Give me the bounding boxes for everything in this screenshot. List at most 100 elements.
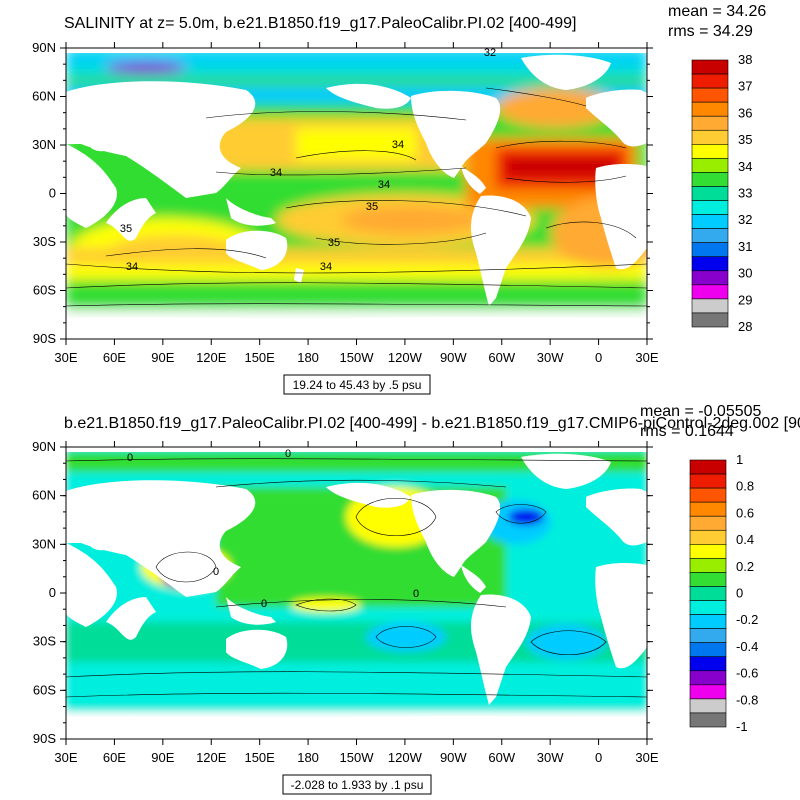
colorbar-label: 29 [738, 292, 752, 307]
y-tick-label: 90N [32, 40, 56, 55]
colorbar-box [689, 572, 727, 587]
x-tick-label: 120W [388, 750, 423, 765]
colorbar-box [689, 473, 727, 489]
panel1-axes: 30E 60E 90E 120E 150E 180 150W 120W 90W 60W 30W 0 30… [32, 40, 659, 365]
panel2-map: 0 0 0 0 0 [66, 447, 647, 739]
panel2-contour-labels: 0 0 0 0 0 [127, 448, 419, 610]
contour-label: 0 [127, 452, 133, 464]
colorbar-label: 38 [738, 52, 752, 67]
colorbar-box [689, 586, 727, 601]
panel1-contour-labels: 32 34 34 34 35 35 35 34 34 [120, 47, 496, 273]
colorbar-label: -0.2 [736, 612, 758, 627]
panel2-range-box [282, 774, 432, 795]
y-tick-label: 90N [32, 439, 56, 454]
colorbar-box [691, 242, 729, 258]
x-tick-label: 150E [244, 350, 275, 365]
contour-label: 0 [285, 448, 291, 460]
panel1-land-mask [66, 48, 647, 339]
panel2-rms: rms = 0.1644 [640, 423, 734, 440]
panel2-mean: mean = -0.05505 [640, 403, 762, 420]
contour-label: 0 [261, 598, 267, 610]
contour-label: 34 [126, 261, 138, 273]
x-tick-label: 120E [196, 750, 227, 765]
colorbar-box [689, 558, 727, 573]
x-tick-label: 90W [440, 350, 467, 365]
difference-panel: b.e21.B1850.f19_g17.PaleoCalibr.PI.02 [4… [32, 403, 800, 795]
panel2-title: b.e21.B1850.f19_g17.PaleoCalibr.PI.02 [4… [64, 415, 800, 432]
colorbar-label: 37 [738, 79, 752, 94]
panel2-colorbar: 1 0.8 0.6 0.4 0.2 0 -0.2 -0.4 -0.6 -0.8 -1 [689, 452, 758, 734]
colorbar-box [689, 628, 727, 643]
x-tick-label: 150W [340, 750, 375, 765]
x-tick-label: 30E [54, 350, 77, 365]
colorbar-box [691, 59, 729, 75]
contour-label: 0 [413, 588, 419, 600]
y-tick-label: 90S [33, 731, 56, 746]
panel1-range-box [283, 374, 431, 395]
contour-label: 35 [366, 201, 378, 213]
colorbar-box [691, 87, 729, 103]
x-tick-label: 0 [595, 350, 602, 365]
x-tick-label: 180 [297, 750, 319, 765]
contour-label: 32 [484, 47, 496, 59]
colorbar-box [689, 642, 727, 658]
y-tick-label: 30N [32, 536, 56, 551]
panel2-range-note: -2.028 to 1.933 by .1 psu [291, 778, 424, 792]
x-tick-label: 60E [103, 350, 126, 365]
colorbar-label: 36 [738, 105, 752, 120]
colorbar-box [689, 684, 727, 700]
colorbar-box [689, 670, 727, 686]
x-tick-label: 90E [151, 350, 174, 365]
x-tick-label: 150E [244, 750, 275, 765]
panel1-mean: mean = 34.26 [668, 3, 766, 20]
x-tick-label: 30E [54, 750, 77, 765]
contour-label: 34 [270, 167, 282, 179]
colorbar-label: 0.8 [736, 479, 754, 494]
x-tick-label: 60E [103, 750, 126, 765]
x-tick-label: 30W [537, 750, 564, 765]
colorbar-box [689, 698, 727, 714]
colorbar-box [689, 459, 727, 475]
x-tick-label: 90E [151, 750, 174, 765]
colorbar-box [691, 73, 729, 89]
colorbar-box [691, 172, 729, 187]
colorbar-box [691, 312, 729, 328]
colorbar-box [691, 101, 729, 117]
y-tick-label: 90S [33, 331, 56, 346]
colorbar-box [691, 200, 729, 215]
colorbar-label: 1 [736, 452, 743, 467]
salinity-panel: SALINITY at z= 5.0m, b.e21.B1850.f19_g17… [32, 3, 766, 395]
y-tick-label: 60N [32, 488, 56, 503]
colorbar-box [691, 144, 729, 159]
y-tick-label: 0 [49, 585, 56, 600]
x-tick-label: 60W [488, 750, 515, 765]
colorbar-box [691, 129, 729, 145]
colorbar-label: -0.8 [736, 692, 758, 707]
colorbar-label: 32 [738, 212, 752, 227]
contour-label: 34 [320, 261, 332, 273]
colorbar-label: -0.6 [736, 666, 758, 681]
colorbar-box [691, 228, 729, 243]
colorbar-label: 33 [738, 186, 752, 201]
colorbar-box [691, 256, 729, 272]
x-tick-label: 90W [440, 750, 467, 765]
panel1-range-note: 19.24 to 45.43 by .5 psu [293, 378, 422, 392]
colorbar-label: 31 [738, 239, 752, 254]
contour-label: 34 [378, 179, 390, 191]
x-tick-label: 0 [595, 750, 602, 765]
y-tick-label: 0 [49, 186, 56, 201]
contour-label: 34 [392, 139, 404, 151]
y-tick-label: 60N [32, 89, 56, 104]
x-tick-label: 180 [297, 350, 319, 365]
colorbar-box [691, 186, 729, 201]
colorbar-label: 34 [738, 159, 752, 174]
contour-label: 35 [120, 223, 132, 235]
x-tick-label: 30E [635, 750, 658, 765]
x-tick-label: 30W [537, 350, 564, 365]
colorbar-box [689, 544, 727, 559]
x-tick-label: 120W [388, 350, 423, 365]
y-tick-label: 60S [33, 682, 56, 697]
y-tick-label: 30S [33, 634, 56, 649]
colorbar-label: -0.4 [736, 639, 758, 654]
colorbar-box [689, 614, 727, 629]
